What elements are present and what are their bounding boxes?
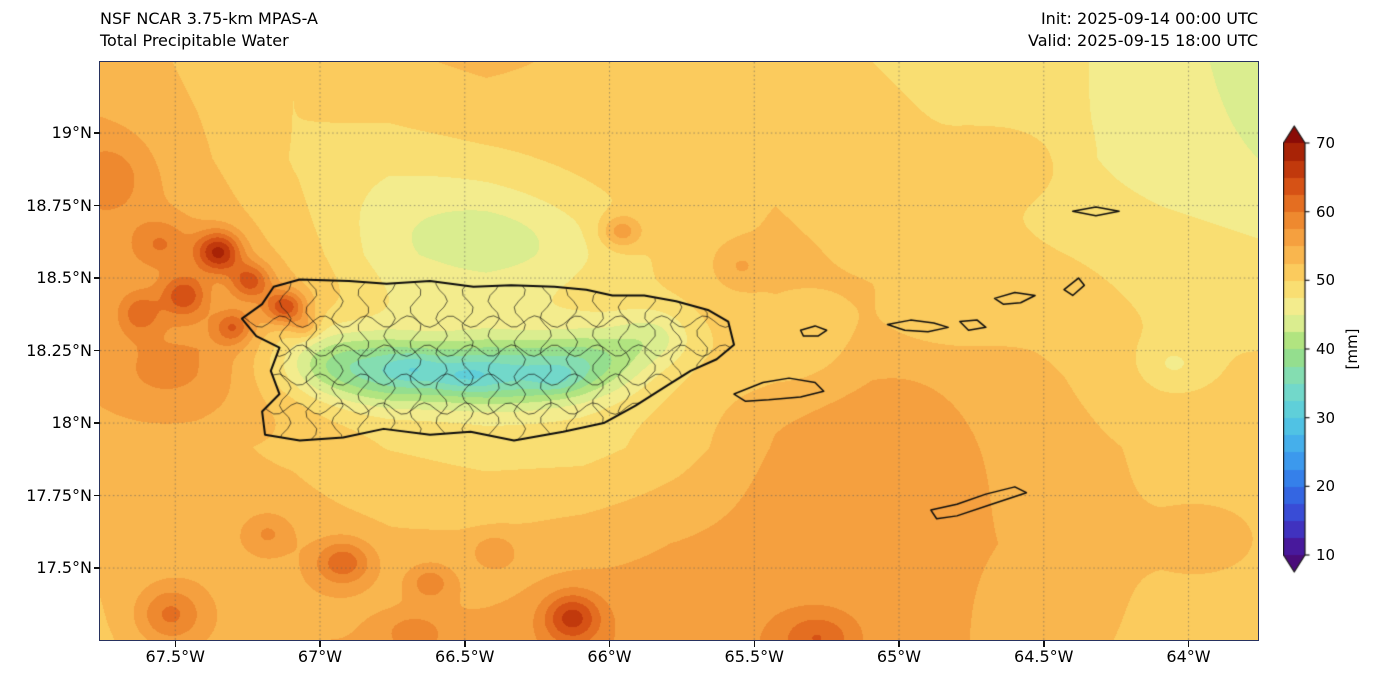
map-plot-area <box>99 61 1259 641</box>
y-tick-mark <box>94 422 100 424</box>
colorbar <box>1283 124 1317 574</box>
colorbar-tick-label: 70 <box>1316 134 1336 152</box>
header-left: NSF NCAR 3.75-km MPAS-A Total Precipitab… <box>100 8 318 52</box>
x-tick-mark <box>1043 641 1045 647</box>
x-tick-mark <box>464 641 466 647</box>
y-tick-label: 18.25°N <box>26 340 92 360</box>
x-tick-label: 66.5°W <box>435 647 495 666</box>
x-tick-label: 64.5°W <box>1014 647 1074 666</box>
colorbar-tick-label: 60 <box>1316 202 1336 221</box>
colorbar-tick-label: 10 <box>1316 546 1336 564</box>
x-tick-label: 65.5°W <box>724 647 784 666</box>
y-tick-mark <box>94 132 100 134</box>
map-canvas <box>100 62 1258 640</box>
x-tick-mark <box>608 641 611 647</box>
x-tick-mark <box>753 641 756 647</box>
variable-title: Total Precipitable Water <box>100 31 289 50</box>
y-tick-label: 18°N <box>51 413 92 433</box>
colorbar-tick-label: 20 <box>1316 477 1336 496</box>
colorbar-unit-label: [mm] <box>1343 328 1361 370</box>
init-time: Init: 2025-09-14 00:00 UTC <box>1040 9 1258 28</box>
y-tick-mark <box>94 567 100 569</box>
x-tick-mark <box>319 641 321 647</box>
y-tick-label: 18.5°N <box>36 268 92 288</box>
x-tick-label: 66°W <box>587 647 632 666</box>
y-tick-mark <box>94 494 100 497</box>
y-tick-label: 19°N <box>51 123 92 143</box>
y-tick-label: 17.75°N <box>26 485 92 505</box>
x-tick-mark <box>1187 641 1190 647</box>
colorbar-tick-label: 40 <box>1316 340 1336 358</box>
y-tick-mark <box>94 204 100 207</box>
y-tick-label: 17.5°N <box>36 558 92 578</box>
x-tick-label: 67°W <box>297 647 343 666</box>
x-tick-label: 65°W <box>876 647 922 666</box>
colorbar-tick-label: 30 <box>1316 408 1336 427</box>
model-title: NSF NCAR 3.75-km MPAS-A <box>100 9 318 28</box>
y-tick-label: 18.75°N <box>26 195 92 215</box>
header-right: Init: 2025-09-14 00:00 UTC Valid: 2025-0… <box>1028 8 1258 52</box>
x-tick-label: 64°W <box>1166 647 1211 666</box>
valid-time: Valid: 2025-09-15 18:00 UTC <box>1027 31 1258 50</box>
x-tick-mark <box>174 641 177 647</box>
y-tick-mark <box>94 277 100 279</box>
x-tick-label: 67.5°W <box>145 647 205 666</box>
colorbar-tick-label: 50 <box>1316 271 1336 290</box>
y-tick-mark <box>94 349 100 352</box>
x-tick-mark <box>898 641 900 647</box>
